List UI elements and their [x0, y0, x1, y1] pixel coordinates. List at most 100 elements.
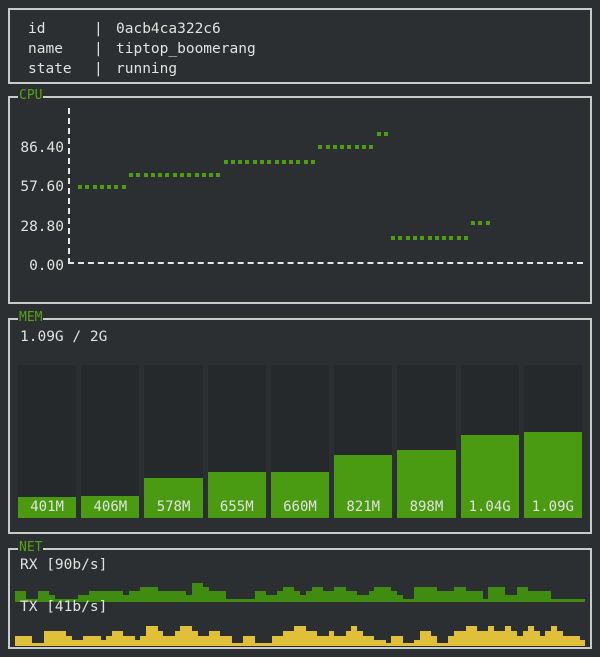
net-bar — [579, 599, 586, 602]
net-bar — [43, 630, 50, 646]
net-bar — [117, 630, 124, 646]
net-bar — [322, 635, 329, 646]
net-bar — [442, 643, 449, 646]
net-bar — [151, 626, 158, 646]
info-row-state: state | running — [28, 59, 590, 79]
mem-panel: MEM 1.09G / 2G 401M 406M 578M 655M 660M 821M 8… — [8, 311, 592, 534]
net-bar — [334, 635, 341, 646]
net-bar — [522, 630, 529, 646]
net-bar — [476, 591, 483, 602]
net-bar — [168, 591, 175, 602]
net-bar — [157, 591, 164, 602]
net-panel: NET RX [90b/s] TX [41b/s] — [8, 541, 592, 649]
net-bar — [340, 586, 346, 602]
net-bar — [20, 635, 27, 646]
cpu-data-point — [267, 159, 272, 164]
mem-bar: 1.09G — [523, 365, 582, 518]
mem-bar: 898M — [397, 365, 456, 518]
mem-bar-label: 821M — [346, 499, 381, 515]
net-bar — [106, 591, 112, 602]
info-row-name: name | tiptop_boomerang — [28, 39, 590, 59]
cpu-data-point — [398, 235, 403, 240]
net-bar — [317, 635, 323, 646]
cpu-data-point — [107, 185, 112, 189]
net-bar — [494, 630, 500, 646]
net-bar — [237, 599, 244, 602]
cpu-data-point — [391, 235, 396, 240]
cpu-data-point — [412, 235, 417, 240]
cpu-data-point — [143, 173, 148, 178]
net-bar — [83, 635, 90, 646]
net-bar — [226, 635, 232, 646]
net-bar — [419, 586, 426, 602]
net-bar — [49, 595, 55, 602]
net-bar — [402, 643, 409, 646]
net-bar — [482, 630, 489, 646]
net-bar — [265, 595, 272, 602]
mem-bar: 1.04G — [460, 365, 519, 518]
net-bar — [551, 626, 557, 646]
mem-bar-fill — [18, 496, 77, 518]
cpu-data-point — [383, 131, 388, 136]
net-bar — [294, 626, 301, 646]
cpu-data-point — [456, 235, 461, 240]
net-bar — [539, 635, 546, 646]
net-bar — [277, 591, 284, 602]
net-bar — [180, 591, 187, 602]
net-bar — [551, 599, 557, 602]
net-bar — [15, 635, 21, 646]
net-bar — [482, 599, 489, 602]
cpu-data-point — [289, 159, 294, 164]
net-bar — [556, 599, 563, 602]
net-bar — [123, 595, 130, 602]
net-bar — [66, 635, 73, 646]
mem-bar-label: 898M — [409, 499, 444, 515]
mem-bar-label: 578M — [156, 499, 191, 515]
net-bar — [368, 635, 375, 646]
cpu-data-point — [471, 221, 476, 226]
net-bar — [231, 643, 238, 646]
net-bar — [533, 591, 540, 602]
container-name-value: tiptop_boomerang — [116, 41, 256, 57]
cpu-data-point — [99, 185, 104, 189]
net-bar — [288, 630, 295, 646]
cpu-data-point — [274, 159, 279, 164]
net-bar — [305, 591, 312, 602]
net-bar — [579, 639, 586, 646]
cpu-data-point — [442, 235, 447, 240]
mem-bar-label: 401M — [30, 499, 64, 515]
net-bar — [265, 643, 272, 646]
mem-bar-fill — [81, 495, 140, 518]
cpu-data-point — [478, 221, 483, 226]
net-bar — [32, 643, 38, 646]
net-bar — [300, 626, 306, 646]
net-bar — [465, 626, 472, 646]
net-bar — [32, 599, 38, 602]
net-bar — [380, 639, 386, 646]
net-bar — [533, 630, 540, 646]
net-bar — [140, 635, 147, 646]
info-key-id: id — [28, 21, 46, 37]
net-bar — [357, 595, 363, 602]
net-bar — [334, 586, 341, 602]
net-bar — [191, 630, 198, 646]
mem-bar-fill — [523, 431, 582, 518]
net-bar — [351, 626, 358, 646]
cpu-y-tick-label: 28.80 — [20, 218, 64, 235]
net-tx-graph — [15, 618, 586, 646]
net-bar — [431, 635, 438, 646]
net-bar — [243, 635, 249, 646]
net-bar — [362, 635, 369, 646]
net-bar — [77, 595, 84, 602]
cpu-data-point — [201, 173, 206, 178]
cpu-data-point — [158, 173, 163, 178]
net-bar — [471, 626, 477, 646]
cpu-data-point — [179, 173, 184, 178]
net-bar — [511, 595, 517, 602]
net-bar — [117, 591, 124, 602]
net-bar — [186, 595, 192, 602]
net-bar — [208, 591, 215, 602]
net-bar — [385, 643, 392, 646]
net-bar — [437, 591, 443, 602]
mem-bar-label: 1.04G — [468, 499, 511, 515]
